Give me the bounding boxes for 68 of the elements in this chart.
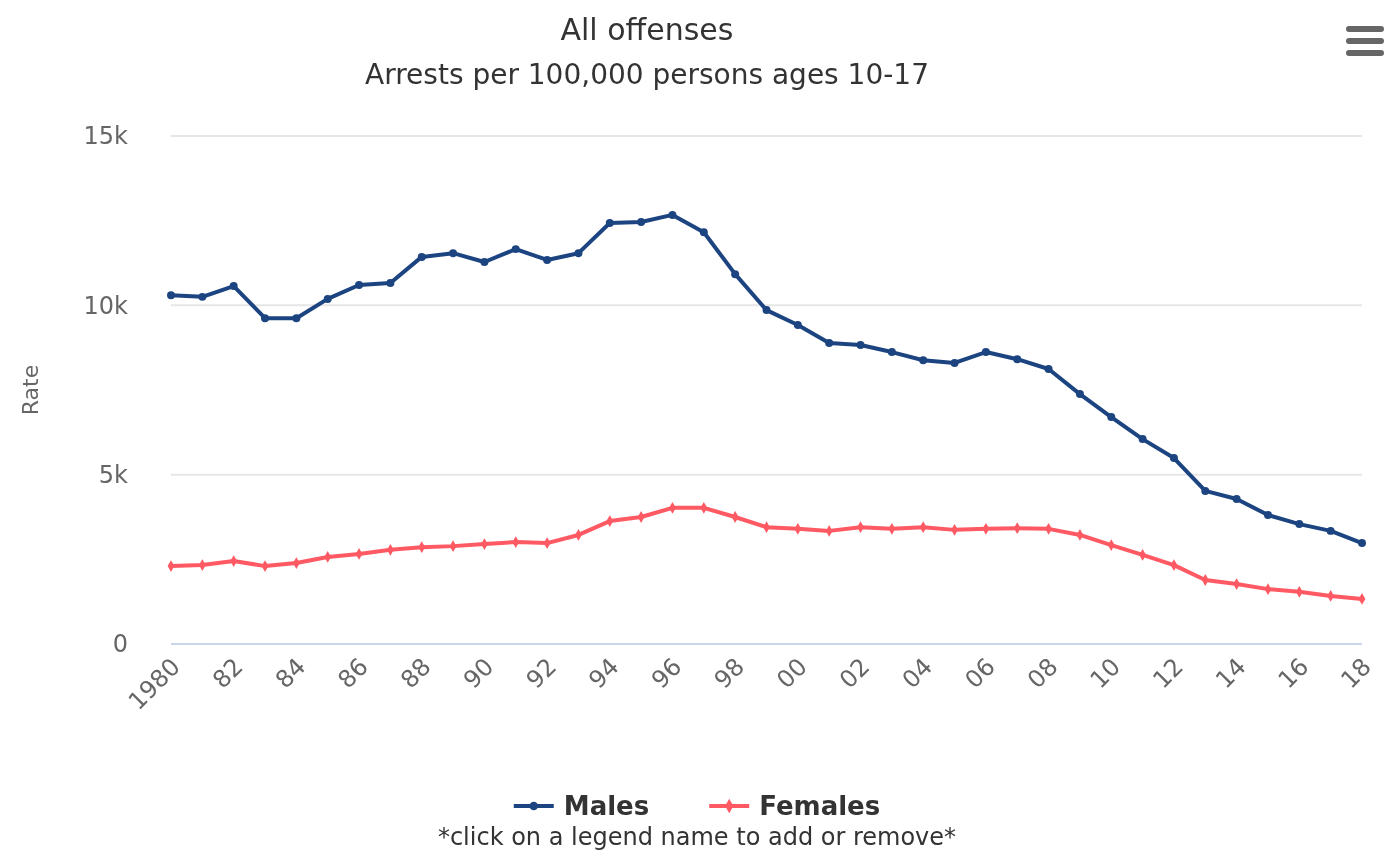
point xyxy=(386,279,395,287)
point xyxy=(1358,539,1366,548)
point xyxy=(417,252,426,261)
point xyxy=(1326,526,1335,535)
point xyxy=(605,219,614,228)
y-tick-label: 10k xyxy=(83,291,129,320)
point xyxy=(449,249,458,258)
x-tick-label: 16 xyxy=(1272,652,1315,694)
y-axis-title: Rate xyxy=(18,364,43,416)
point xyxy=(1075,390,1084,399)
chart-subtitle: Arrests per 100,000 persons ages 10-17 xyxy=(365,58,929,91)
point xyxy=(1044,365,1053,373)
point xyxy=(1107,413,1116,422)
point xyxy=(574,249,583,258)
point xyxy=(668,210,677,219)
point xyxy=(793,320,802,329)
y-tick-label: 5k xyxy=(98,460,129,489)
point xyxy=(887,348,896,357)
point xyxy=(637,218,646,226)
point xyxy=(825,338,834,347)
point xyxy=(292,314,301,323)
point xyxy=(1013,355,1022,364)
legend-label: Females xyxy=(759,791,881,821)
point xyxy=(856,340,865,349)
x-tick-label: 90 xyxy=(457,652,500,694)
point xyxy=(919,356,928,365)
point xyxy=(229,282,238,291)
legend-label: Males xyxy=(563,791,650,821)
point xyxy=(480,258,489,266)
x-tick-label: 82 xyxy=(207,652,249,694)
x-tick-label: 96 xyxy=(645,652,688,694)
point xyxy=(543,255,552,264)
x-tick-label: 86 xyxy=(332,652,374,694)
point xyxy=(1295,520,1304,529)
x-tick-label: 08 xyxy=(1022,652,1064,694)
x-tick-label: 06 xyxy=(959,652,1001,694)
x-tick-label: 04 xyxy=(896,652,939,694)
point xyxy=(1138,435,1147,444)
x-tick-label: 02 xyxy=(833,652,876,694)
x-tick-label: 94 xyxy=(583,652,625,694)
point xyxy=(699,228,708,237)
point xyxy=(950,358,959,367)
point xyxy=(1232,495,1241,504)
point xyxy=(261,314,270,323)
point xyxy=(323,294,332,303)
y-tick-label: 0 xyxy=(112,630,128,659)
point xyxy=(198,292,207,301)
point xyxy=(1201,486,1210,495)
point xyxy=(1263,510,1272,519)
point xyxy=(355,281,364,289)
x-tick-label: 84 xyxy=(269,652,312,694)
point xyxy=(731,270,740,279)
y-tick-label: 15k xyxy=(83,122,129,151)
point xyxy=(167,291,175,300)
x-tick-label: 12 xyxy=(1147,652,1189,694)
x-tick-label: 92 xyxy=(520,652,562,694)
chart-title: All offenses xyxy=(560,12,734,47)
x-tick-label: 10 xyxy=(1084,652,1127,694)
point xyxy=(981,348,990,357)
point xyxy=(1169,454,1178,463)
point xyxy=(762,306,771,315)
text: *click on a legend name to add or remove* xyxy=(437,823,957,851)
x-tick-label: 88 xyxy=(395,652,437,694)
point xyxy=(511,245,520,254)
x-tick-label: 14 xyxy=(1210,652,1252,694)
x-tick-label: 00 xyxy=(771,652,813,694)
x-tick-label: 18 xyxy=(1335,652,1377,694)
x-tick-label: 98 xyxy=(708,652,751,694)
